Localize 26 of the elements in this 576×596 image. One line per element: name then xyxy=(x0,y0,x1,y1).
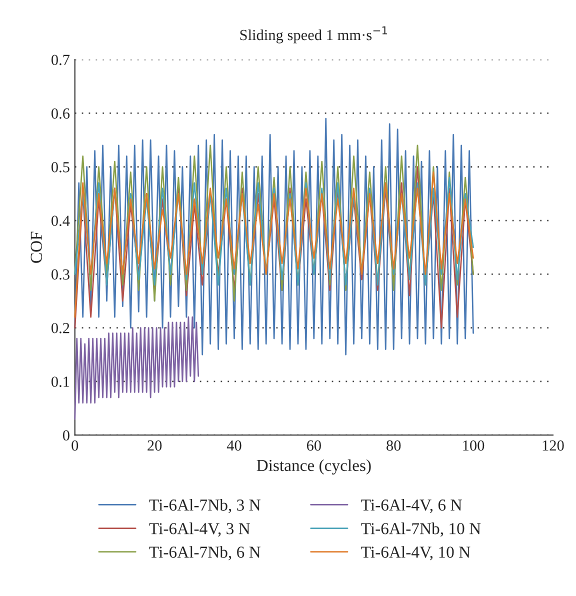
x-tick-label: 80 xyxy=(386,440,401,451)
y-tick-label: 0 xyxy=(62,430,70,441)
y-axis-title: COF xyxy=(30,232,42,263)
line-series xyxy=(74,176,474,286)
y-tick-label: 0.7 xyxy=(52,54,70,66)
y-tick-label: 0.1 xyxy=(52,376,70,387)
legend-label: Ti-6Al-7Nb, 3 N xyxy=(149,498,260,514)
legend-label: Ti-6Al-7Nb, 10 N xyxy=(361,522,481,537)
x-tick-label: 100 xyxy=(463,440,484,451)
legend-label: Ti-6Al-4V, 3 N xyxy=(149,522,250,537)
y-tick-label: 0.4 xyxy=(52,216,70,226)
x-axis-title: Distance (cycles) xyxy=(256,459,371,475)
chart-title: Sliding speed 1 mm·s$^{−1}$ xyxy=(240,26,388,44)
line-series xyxy=(74,316,200,420)
legend-label: Ti-6Al-4V, 6 N xyxy=(361,498,462,514)
y-tick-label: 0.5 xyxy=(52,162,70,172)
x-tick-label: 20 xyxy=(148,440,162,451)
x-tick-label: 60 xyxy=(306,440,321,451)
x-tick-label: 0 xyxy=(72,440,78,451)
legend-label: Ti-6Al-7Nb, 6 N xyxy=(149,546,260,560)
legend-label: Ti-6Al-4V, 10 N xyxy=(361,546,470,560)
x-tick-label: 40 xyxy=(226,440,242,451)
x-tick-label: 120 xyxy=(542,440,564,451)
y-tick-label: 0.3 xyxy=(52,269,70,280)
y-tick-label: 0.2 xyxy=(52,322,70,334)
y-tick-label: 0.6 xyxy=(52,108,70,119)
